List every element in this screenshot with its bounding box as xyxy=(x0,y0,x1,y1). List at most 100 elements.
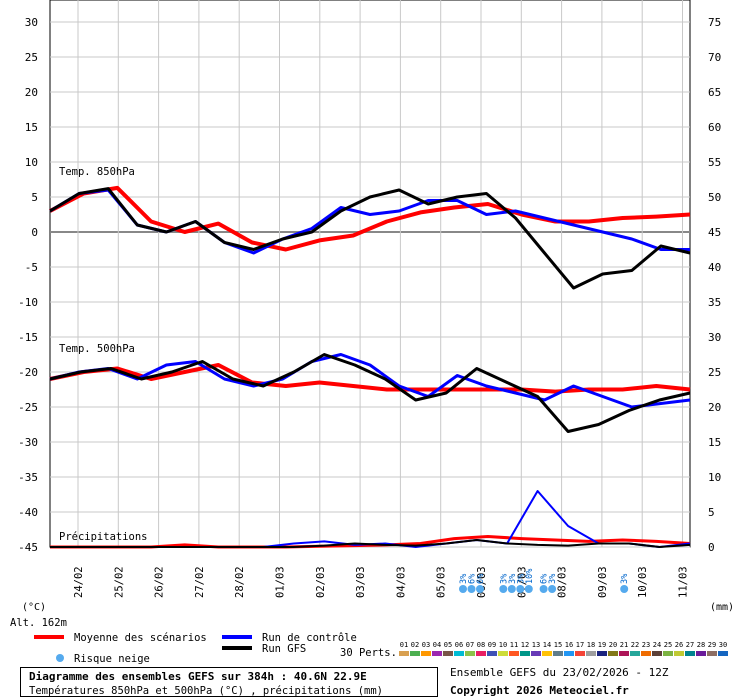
right-tick-label: 75 xyxy=(708,16,721,29)
pert-number: 02 xyxy=(411,641,419,649)
pert-color-swatch xyxy=(487,651,497,656)
snow-risk-label: 3% xyxy=(548,574,558,584)
pert-number: 22 xyxy=(631,641,639,649)
panel-label: Précipitations xyxy=(59,531,148,543)
pert-color-swatch xyxy=(564,651,574,656)
left-tick-label: 30 xyxy=(25,16,38,29)
pert-color-swatch xyxy=(608,651,618,656)
date-label: 25/02 xyxy=(113,566,125,598)
precip-series-line xyxy=(50,539,691,548)
pert-color-swatch xyxy=(707,651,717,656)
right-tick-label: 70 xyxy=(708,51,721,64)
date-label: 03/03 xyxy=(355,566,367,598)
left-tick-label: 15 xyxy=(25,121,38,134)
date-label: 11/03 xyxy=(678,566,690,598)
left-tick-label: -15 xyxy=(18,331,38,344)
pert-color-swatch xyxy=(575,651,585,656)
pert-number: 13 xyxy=(532,641,540,649)
snow-risk-icon xyxy=(539,585,548,593)
left-tick-label: 5 xyxy=(31,191,38,204)
left-tick-label: -5 xyxy=(25,261,38,274)
pert-number: 21 xyxy=(620,641,628,649)
date-label: 27/02 xyxy=(194,566,206,598)
legend-label: Run de contrôle xyxy=(262,632,357,644)
snow-risk-icon xyxy=(499,585,508,593)
chart-info-box: Diagramme des ensembles GEFS sur 384h : … xyxy=(20,667,438,697)
pert-number: 05 xyxy=(444,641,452,649)
snow-risk-icon xyxy=(507,585,516,593)
date-label: 26/02 xyxy=(154,566,166,598)
right-tick-label: 35 xyxy=(708,296,721,309)
snow-risk-label: 6% xyxy=(468,574,478,584)
pert-color-swatch xyxy=(399,651,409,656)
left-tick-label: -35 xyxy=(18,471,38,484)
pert-number: 29 xyxy=(708,641,716,649)
panel-label: Temp. 850hPa xyxy=(59,166,135,178)
pert-number: 06 xyxy=(455,641,463,649)
pert-color-swatch xyxy=(465,651,475,656)
snow-risk-icon xyxy=(459,585,467,593)
left-tick-label: 0 xyxy=(31,226,38,239)
pert-number: 20 xyxy=(609,641,617,649)
pert-color-swatch xyxy=(597,651,607,656)
snow-risk-label: 3% xyxy=(516,574,526,584)
right-unit-label: (mm) xyxy=(710,602,734,613)
left-tick-label: -40 xyxy=(18,506,38,519)
pert-number: 01 xyxy=(400,641,408,649)
right-tick-label: 45 xyxy=(708,226,721,239)
pert-color-swatch xyxy=(421,651,431,656)
pert-color-swatch xyxy=(443,651,453,656)
pert-number: 12 xyxy=(521,641,529,649)
t850-series-line xyxy=(49,187,691,290)
pert-number: 28 xyxy=(697,641,705,649)
perts-label: 30 Perts. xyxy=(340,647,397,659)
pert-color-swatch xyxy=(520,651,530,656)
pert-color-swatch xyxy=(542,651,552,656)
snow-risk-icon xyxy=(620,585,629,593)
right-tick-label: 5 xyxy=(708,506,715,519)
snow-risk-label: 3% xyxy=(508,574,518,584)
date-label: 04/03 xyxy=(395,566,407,598)
pert-number: 23 xyxy=(642,641,650,649)
pert-number: 16 xyxy=(565,641,573,649)
left-unit-label: (°C) xyxy=(22,602,46,613)
snow-legend-label: Risque neige xyxy=(74,653,150,665)
pert-number: 15 xyxy=(554,641,562,649)
pert-number: 14 xyxy=(543,641,551,649)
pert-color-swatch xyxy=(663,651,673,656)
right-tick-label: 65 xyxy=(708,86,721,99)
pert-color-swatch xyxy=(685,651,695,656)
date-label: 05/03 xyxy=(436,566,448,598)
pert-number: 10 xyxy=(499,641,507,649)
snow-risk-label: 6% xyxy=(540,574,550,584)
left-tick-label: 10 xyxy=(25,156,38,169)
pert-color-swatch xyxy=(476,651,486,656)
pert-color-swatch xyxy=(696,651,706,656)
altitude-label: Alt. 162m xyxy=(10,617,67,629)
right-tick-label: 20 xyxy=(708,401,721,414)
pert-color-swatch xyxy=(498,651,508,656)
pert-number: 03 xyxy=(422,641,430,649)
left-tick-label: -45 xyxy=(18,541,38,554)
snow-risk-label: 10% xyxy=(525,569,535,584)
pert-number: 08 xyxy=(477,641,485,649)
legend-label: Run GFS xyxy=(262,643,306,655)
pert-number: 24 xyxy=(653,641,661,649)
right-tick-label: 40 xyxy=(708,261,721,274)
t500-series-line xyxy=(49,353,691,409)
pert-color-swatch xyxy=(509,651,519,656)
left-tick-label: 25 xyxy=(25,51,38,64)
pert-color-swatch xyxy=(718,651,728,656)
plot-area xyxy=(49,0,691,548)
pert-number: 18 xyxy=(587,641,595,649)
snow-risk-icon xyxy=(516,585,525,593)
snow-risk-icon xyxy=(476,585,484,593)
right-tick-label: 55 xyxy=(708,156,721,169)
pert-color-swatch xyxy=(432,651,442,656)
snow-risk-icon xyxy=(467,585,476,593)
pert-color-swatch xyxy=(674,651,684,656)
ensemble-run-label: Ensemble GEFS du 23/02/2026 - 12Z xyxy=(450,666,669,679)
pert-color-swatch xyxy=(641,651,651,656)
pert-color-swatch xyxy=(652,651,662,656)
